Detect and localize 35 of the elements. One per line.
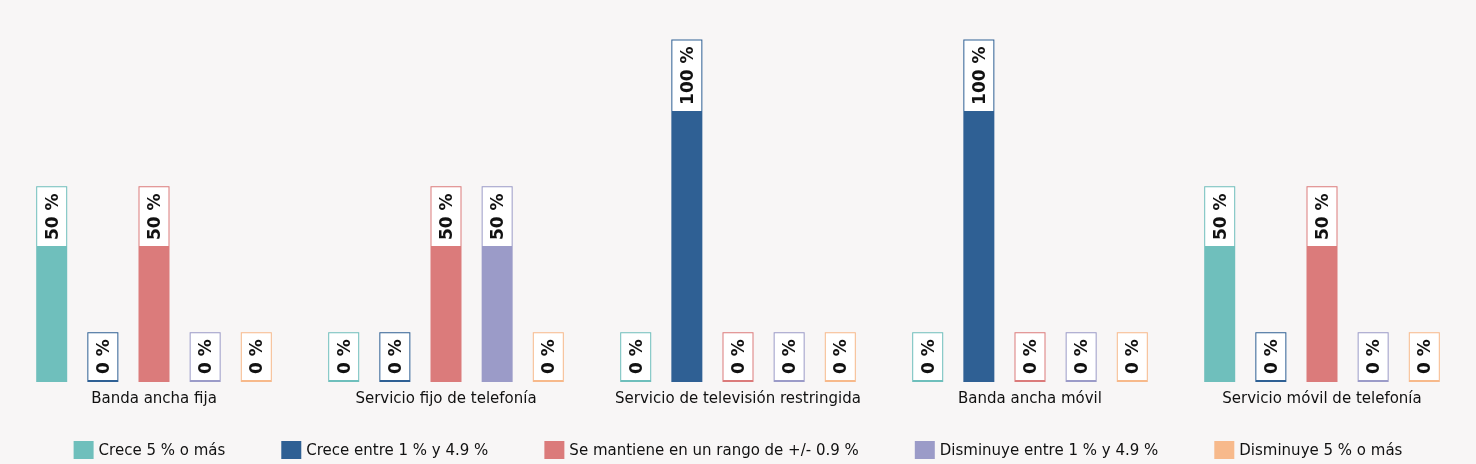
x-tick-label: Servicio móvil de telefonía xyxy=(1222,388,1422,407)
data-label: 0 % xyxy=(538,339,559,374)
data-label: 0 % xyxy=(1414,339,1435,374)
data-label: 100 % xyxy=(968,46,989,105)
legend-label: Crece 5 % o más xyxy=(98,441,226,459)
data-label: 0 % xyxy=(384,339,405,374)
legend-label: Se mantiene en un rango de +/- 0.9 % xyxy=(569,441,859,459)
data-label: 0 % xyxy=(1363,339,1384,374)
data-label: 0 % xyxy=(1071,339,1092,374)
legend-label: Crece entre 1 % y 4.9 % xyxy=(306,441,489,459)
x-tick-label: Banda ancha móvil xyxy=(958,388,1102,407)
data-label: 0 % xyxy=(1020,339,1040,374)
legend-label: Disminuye 5 % o más xyxy=(1239,441,1403,459)
data-label: 50 % xyxy=(1312,193,1332,240)
x-tick-label: Banda ancha fija xyxy=(91,388,217,407)
x-tick-label: Servicio de televisión restringida xyxy=(615,388,861,407)
data-label: 0 % xyxy=(333,339,354,374)
data-label: 50 % xyxy=(1209,193,1230,240)
data-label: 0 % xyxy=(728,339,748,374)
data-label: 0 % xyxy=(246,339,267,374)
data-label: 50 % xyxy=(436,193,456,240)
legend-label: Disminuye entre 1 % y 4.9 % xyxy=(939,441,1159,459)
data-label: 0 % xyxy=(195,339,216,374)
data-label: 0 % xyxy=(779,339,800,374)
data-label: 0 % xyxy=(1260,339,1281,374)
data-label: 100 % xyxy=(676,46,697,105)
data-label: 0 % xyxy=(92,339,113,374)
data-label: 50 % xyxy=(487,193,508,240)
data-label: 0 % xyxy=(1122,339,1143,374)
data-label: 50 % xyxy=(41,193,62,240)
data-label: 0 % xyxy=(830,339,851,374)
x-tick-label: Servicio fijo de telefonía xyxy=(355,388,537,407)
data-label: 0 % xyxy=(625,339,646,374)
data-label: 50 % xyxy=(144,193,164,240)
data-label: 0 % xyxy=(917,339,938,374)
